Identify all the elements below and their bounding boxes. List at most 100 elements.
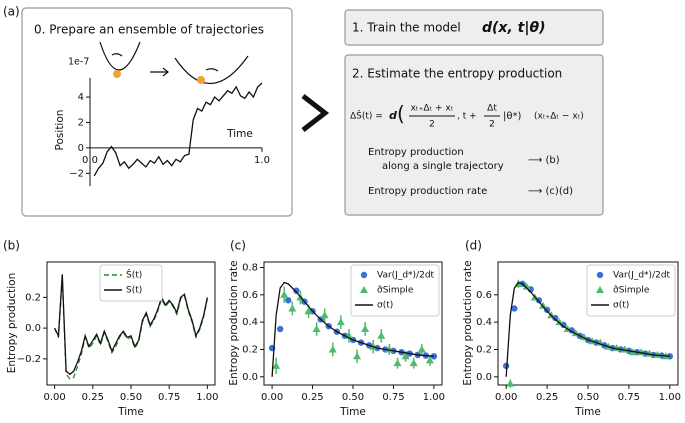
x-tick-label: 0.75 xyxy=(382,392,404,403)
y-tick-label: 0.4 xyxy=(242,317,258,328)
text: ⟶ (b) xyxy=(528,155,560,166)
dot-marker xyxy=(285,297,292,304)
formula: 2 xyxy=(489,120,495,130)
x-tick-label: 1.00 xyxy=(196,392,218,403)
x-tick-label: 0.50 xyxy=(120,392,142,403)
legend-box xyxy=(586,264,676,317)
step0-title: 0. Prepare an ensemble of trajectories xyxy=(34,23,264,37)
legend-box xyxy=(99,264,163,302)
text: ⟶ (c)(d) xyxy=(528,186,573,197)
x-tick-label: 0.0 xyxy=(82,155,98,166)
triangle-marker xyxy=(417,345,426,353)
y-axis-label: Entropy production rate xyxy=(462,260,474,385)
line xyxy=(271,281,434,377)
legend-box xyxy=(350,264,440,317)
x-tick-label: 0.25 xyxy=(536,392,558,403)
y-tick-label: 0.2 xyxy=(25,292,41,303)
formula: d xyxy=(389,109,397,122)
legend-label: σ(t) xyxy=(377,301,393,311)
text: along a single trajectory xyxy=(382,161,504,172)
y-tick-label: 0.0 xyxy=(25,323,41,334)
potential-well xyxy=(174,55,249,84)
legend-swatch xyxy=(360,286,368,293)
triangle-marker xyxy=(304,307,313,315)
x-tick-label: 0.75 xyxy=(158,392,180,403)
triangle-marker xyxy=(506,379,515,387)
x-axis-label: Time xyxy=(226,128,253,140)
arrow xyxy=(150,67,169,77)
line xyxy=(93,82,263,177)
x-tick-label: 1.0 xyxy=(254,155,270,166)
model-label: d(x, t|θ) xyxy=(482,20,545,36)
particle xyxy=(197,76,205,84)
triangle-marker xyxy=(393,359,402,367)
formula: (xₜ₊Δₜ − xₜ) xyxy=(534,112,584,122)
potential-well xyxy=(99,41,141,71)
panel-label: (c) xyxy=(230,239,246,253)
step2-box xyxy=(344,54,604,216)
x-tick-label: 0.75 xyxy=(618,392,640,403)
x-tick-label: 0.25 xyxy=(82,392,104,403)
y-tick-label: 0.0 xyxy=(242,372,258,383)
legend-swatch xyxy=(596,286,604,293)
y-tick-label: −2 xyxy=(69,168,84,179)
legend-label: S(t) xyxy=(126,286,142,296)
x-tick-label: 1.00 xyxy=(659,392,681,403)
legend-label: Var(J_d*)/2dt xyxy=(613,271,671,281)
step1-title: 1. Train the model xyxy=(352,21,461,35)
y-axis-label: Entropy production xyxy=(6,273,18,374)
x-tick-label: 0.25 xyxy=(301,392,323,403)
x-tick-label: 0.50 xyxy=(342,392,364,403)
chevron xyxy=(301,94,330,132)
y-tick-label: 0.8 xyxy=(242,262,258,273)
x-axis-label: Time xyxy=(117,406,144,418)
well-bump xyxy=(205,68,219,72)
x-axis-label: Time xyxy=(339,406,366,418)
x-tick-label: 0.00 xyxy=(261,392,283,403)
y-tick-label: 0.4 xyxy=(476,317,492,328)
legend-label: Ŝ(t) xyxy=(126,269,142,281)
particle xyxy=(113,70,121,78)
y-tick-label: 4 xyxy=(78,92,84,103)
y-tick-label: 0.2 xyxy=(242,344,258,355)
y-axis-label: Position xyxy=(54,110,66,151)
triangle-marker xyxy=(288,304,297,312)
text: Entropy production rate xyxy=(368,186,487,197)
y-tick-label: 0.0 xyxy=(476,372,492,383)
triangle-marker xyxy=(272,361,281,369)
triangle-marker xyxy=(425,356,434,364)
triangle-marker xyxy=(312,324,321,332)
triangle-marker xyxy=(409,359,418,367)
dot-marker xyxy=(293,287,300,294)
x-tick-label: 0.00 xyxy=(495,392,517,403)
dot-marker xyxy=(502,362,510,370)
formula: xₜ₊Δₜ + xₜ xyxy=(411,104,454,114)
legend-label: σ̂Simple xyxy=(613,285,650,296)
legend-swatch xyxy=(360,271,368,279)
formula: |θ*) xyxy=(503,111,521,122)
legend-swatch xyxy=(596,271,604,279)
triangle-marker xyxy=(328,345,337,353)
triangle-marker xyxy=(377,331,386,339)
dot-marker xyxy=(276,325,284,333)
well-bump xyxy=(111,53,123,57)
triangle-marker xyxy=(522,282,531,290)
triangle-marker xyxy=(555,318,564,326)
x-tick-label: 0.00 xyxy=(44,392,66,403)
panel-label: (a) xyxy=(3,5,20,19)
panel-label: (b) xyxy=(3,239,20,253)
formula: ΔŜ(t) = xyxy=(350,110,383,122)
line xyxy=(505,281,670,377)
legend-label: σ(t) xyxy=(613,301,629,311)
line xyxy=(54,274,209,376)
x-tick-label: 1.00 xyxy=(423,392,445,403)
triangle-marker xyxy=(401,352,410,360)
triangle-marker xyxy=(280,290,289,298)
triangle-marker xyxy=(539,301,547,309)
y-tick-label: 0.6 xyxy=(476,290,492,301)
y-tick-label: 2 xyxy=(78,117,84,128)
formula: , t + xyxy=(457,112,477,122)
y-tick-label: 0.6 xyxy=(242,290,258,301)
triangle-marker xyxy=(336,318,345,326)
